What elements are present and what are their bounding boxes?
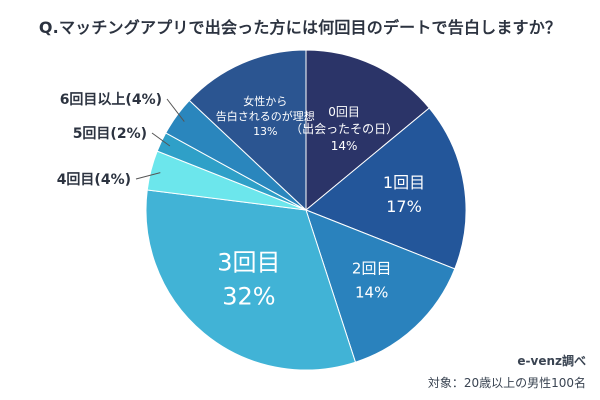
slice-label-1: 1回目 17%: [383, 173, 425, 216]
leader-lines: [135, 98, 185, 180]
pie-slice-0: [305, 49, 430, 212]
leader-line-5: [151, 132, 171, 147]
slice-label-0: 0回目（出会ったその日） 14%: [290, 105, 398, 153]
slice-label-5: 5回目(2%): [73, 126, 147, 142]
slice-label-4: 4回目(4%): [57, 172, 131, 188]
slice-label-7: 女性から告白されるのが理想 13%: [216, 94, 315, 138]
pie-slice-7: [188, 49, 307, 212]
pie-slice-1: [305, 107, 467, 270]
leader-line-6: [166, 98, 185, 122]
chart-title: Q.マッチングアプリで出会った方には何回目のデートで告白しますか？: [38, 18, 562, 37]
source-note: e-venz調べ: [517, 354, 586, 368]
slice-label-2: 2回目 14%: [352, 259, 392, 301]
leader-line-4: [135, 172, 161, 180]
pie-slices: [145, 49, 467, 371]
slice-labels: 0回目（出会ったその日） 14% 1回目 17% 2回目 14% 3回目 32% 4回目(4%)…: [57, 92, 425, 311]
survey-target-note: 対象：20歳以上の男性100名: [427, 376, 586, 390]
pie-slice-3: [145, 189, 357, 371]
slice-label-3: 3回目 32%: [217, 249, 280, 311]
slice-label-6: 6回目以上(4%): [60, 92, 162, 108]
